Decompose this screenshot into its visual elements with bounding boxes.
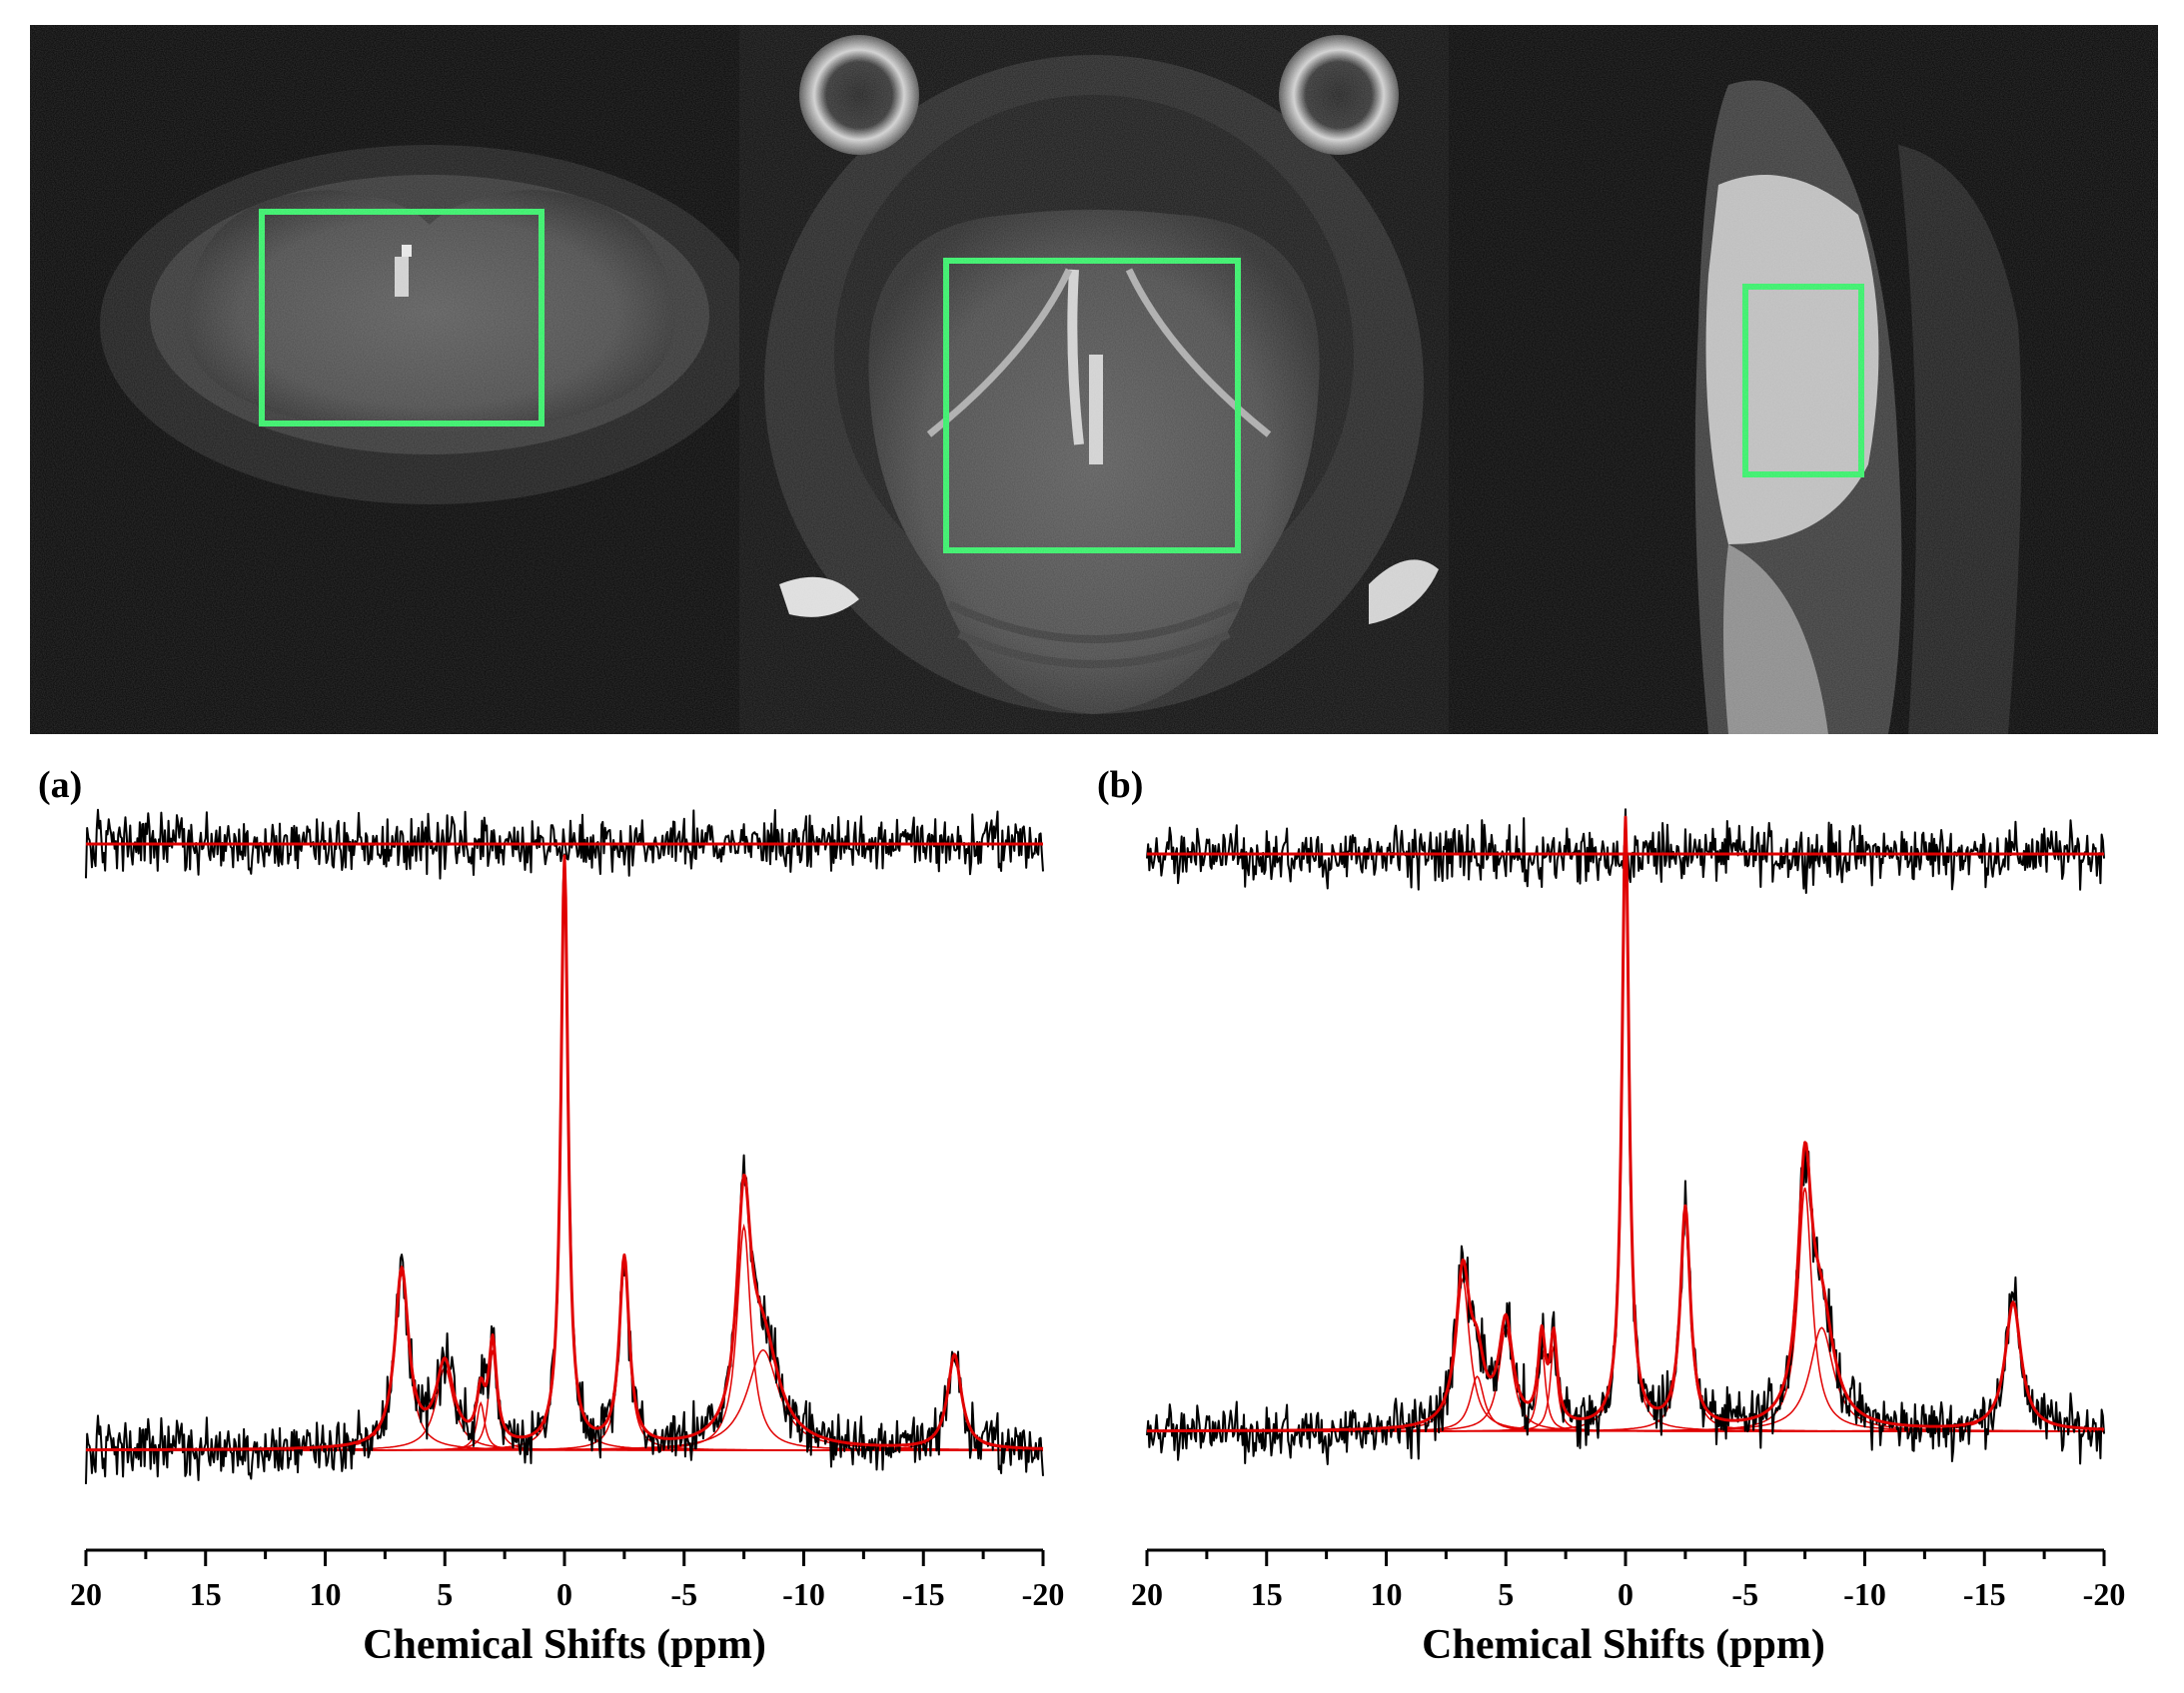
x-tick-label: -10 [782,1576,825,1612]
x-tick-label: 20 [70,1576,102,1612]
fit-component-8 [1147,1326,2104,1432]
fit-trace [1146,815,2105,1433]
x-tick-label: -20 [2083,1576,2126,1612]
mri-images [30,25,2158,734]
fit-component-5 [86,1262,1043,1451]
x-tick-label: -15 [1963,1576,2006,1612]
x-tick-label: -15 [902,1576,945,1612]
fit-component-6 [1147,1212,2104,1432]
x-tick-label: 20 [1131,1576,1163,1612]
fit-component-5 [1147,821,2104,1432]
fit-component-0 [86,1270,1043,1451]
fit-component-3 [1147,1345,2104,1432]
spectra-svg: (a) Chemical Shifts (ppm) 20 15 10 5 0 -5 -10 -… [38,764,2125,1668]
panel-label-b: (b) [1097,764,1143,806]
x-axis-title-b: Chemical Shifts (ppm) [1422,1622,1825,1668]
spectra-figure: (a) Chemical Shifts (ppm) 20 15 10 5 0 -5 -10 -… [0,739,2184,1693]
mri-image-strip [30,25,2158,734]
panel-label-a: (a) [38,764,82,806]
fit-component-0 [1147,1276,2104,1432]
x-tick-label: -5 [1731,1576,1758,1612]
x-tick-label: 5 [437,1576,453,1612]
fit-component-9 [1147,1301,2104,1432]
fit-component-4 [1147,1345,2104,1432]
fit-trace [85,854,1044,1452]
spectrum-panel-b: (b) Chemical Shifts (ppm) 20 15 10 5 0 -5 -10 -… [1097,764,2125,1668]
x-axis-title-a: Chemical Shifts (ppm) [363,1622,766,1668]
fit-component-6 [86,1223,1043,1451]
x-tick-label: 5 [1498,1576,1514,1612]
x-tick-label: 0 [1618,1576,1634,1612]
x-tick-label: 15 [1251,1576,1283,1612]
x-tick-label: -10 [1843,1576,1886,1612]
x-tick-label: 10 [1371,1576,1403,1612]
spectrum-panel-a: (a) Chemical Shifts (ppm) 20 15 10 5 0 -5 -10 -… [38,764,1064,1668]
x-tick-label: 0 [556,1576,572,1612]
x-tick-label: -20 [1022,1576,1065,1612]
spectrum-trace [1146,808,2105,1465]
fit-component-7 [1147,1187,2104,1432]
fit-component-2 [1147,1325,2104,1432]
fit-component-4 [86,860,1043,1451]
x-tick-label: 10 [310,1576,342,1612]
x-tick-label: 15 [190,1576,222,1612]
x-tick-label: -5 [670,1576,697,1612]
spectrum-trace [85,853,1044,1484]
residual-trace [85,808,1044,880]
